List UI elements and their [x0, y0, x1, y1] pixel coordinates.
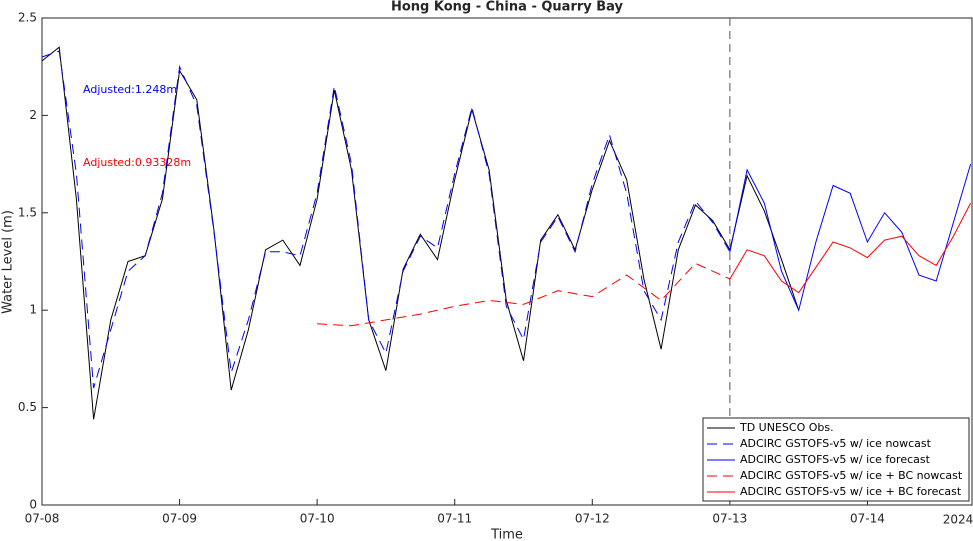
y-tick-label: 1	[29, 303, 37, 317]
series-line	[729, 163, 972, 312]
x-tick-label: 07-09	[162, 512, 197, 526]
legend-box	[702, 417, 970, 502]
x-tick-label: 07-14	[850, 512, 885, 526]
legend-label: ADCIRC GSTOFS-v5 w/ ice nowcast	[740, 437, 932, 450]
series-line	[317, 262, 731, 327]
x-tick-label: 07-08	[25, 512, 60, 526]
series-line	[41, 46, 800, 420]
annotation: Adjusted:0.93328m	[83, 156, 191, 169]
y-tick-label: 1.5	[18, 205, 37, 219]
year-label: 2024	[943, 513, 973, 527]
y-tick-label: 0	[29, 498, 37, 512]
y-axis-label: Water Level (m)	[1, 210, 16, 314]
x-tick-label: 07-11	[437, 512, 472, 526]
y-tick-label: 2	[29, 108, 37, 122]
legend-label: ADCIRC GSTOFS-v5 w/ ice + BC nowcast	[740, 469, 963, 482]
y-tick-label: 2.5	[18, 11, 37, 25]
chart-title: Hong Kong - China - Quarry Bay	[391, 0, 624, 15]
x-axis-label: Time	[490, 528, 523, 541]
annotation: Adjusted:1.248m	[83, 83, 177, 96]
x-tick-label: 07-10	[300, 512, 335, 526]
series-line	[41, 50, 731, 389]
legend-label: ADCIRC GSTOFS-v5 w/ ice + BC forecast	[740, 485, 962, 498]
series-line	[729, 202, 972, 294]
x-tick-label: 07-12	[575, 512, 610, 526]
x-tick-label: 07-13	[712, 512, 747, 526]
y-tick-label: 0.5	[18, 400, 37, 414]
legend-label: ADCIRC GSTOFS-v5 w/ ice forecast	[740, 453, 931, 466]
legend-label: TD UNESCO Obs.	[739, 421, 834, 434]
